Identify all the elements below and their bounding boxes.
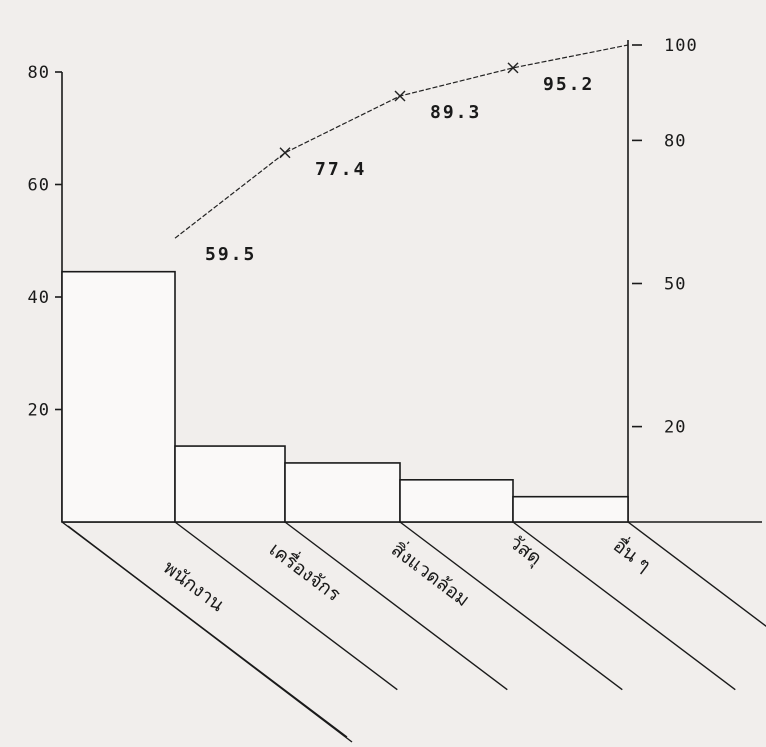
- category-label: วัสดุ: [504, 531, 545, 570]
- right-axis-tick-label: 50: [664, 275, 686, 295]
- cumulative-data-label: 95.2: [543, 74, 594, 95]
- left-axis-tick-label: 20: [28, 401, 50, 421]
- category-divider-line: [512, 521, 736, 691]
- left-axis-tick-label: 40: [28, 288, 50, 308]
- cumulative-point-marker: [279, 147, 291, 159]
- bar: [284, 462, 401, 523]
- category-divider-line: [627, 521, 766, 627]
- cumulative-point-marker: [394, 90, 406, 102]
- category-label: สิ่งแวดล้อม: [387, 536, 475, 611]
- category-divider-line: [174, 521, 398, 691]
- cumulative-data-label: 77.4: [315, 159, 366, 180]
- bar: [174, 445, 286, 523]
- category-divider-line: [284, 521, 508, 691]
- left-axis-tick-label: 60: [28, 176, 50, 196]
- category-label: พนักงาน: [159, 556, 228, 616]
- left-axis-tick-label: 80: [28, 63, 50, 83]
- bar: [399, 479, 514, 523]
- right-axis-tick-label: 100: [664, 36, 698, 56]
- category-label: เครื่องจักร: [265, 536, 346, 606]
- right-axis-tick-label: 80: [664, 131, 686, 151]
- bar: [512, 495, 629, 523]
- cumulative-data-label: 59.5: [205, 244, 256, 265]
- cumulative-point-marker: [507, 62, 519, 74]
- right-axis-tick-label: 20: [664, 418, 686, 438]
- category-divider-line: [399, 521, 623, 691]
- cumulative-data-label: 89.3: [430, 102, 481, 123]
- category-divider-line: [67, 525, 353, 743]
- bar: [61, 270, 176, 523]
